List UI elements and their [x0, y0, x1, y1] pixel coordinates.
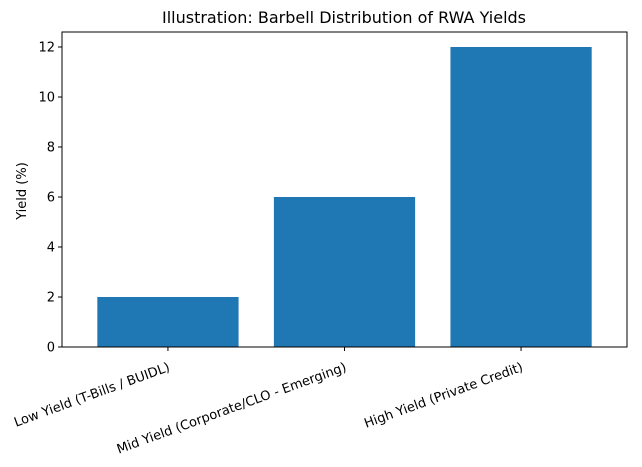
y-tick-label: 2: [47, 291, 55, 306]
x-category-label: High Yield (Private Credit): [362, 360, 525, 431]
bar: [450, 47, 592, 347]
bar: [97, 297, 239, 347]
bar: [273, 197, 416, 347]
y-tick-label: 10: [38, 91, 55, 106]
y-tick-label: 8: [47, 141, 55, 156]
y-tick-label: 12: [38, 41, 55, 56]
y-tick-label: 4: [47, 241, 55, 256]
y-tick-label: 0: [47, 341, 55, 356]
chart-title: Illustration: Barbell Distribution of RW…: [162, 8, 526, 27]
x-category-label: Low Yield (T-Bills / BUIDL): [12, 360, 172, 430]
y-axis-label: Yield (%): [15, 162, 30, 221]
y-tick-label: 6: [47, 191, 55, 206]
